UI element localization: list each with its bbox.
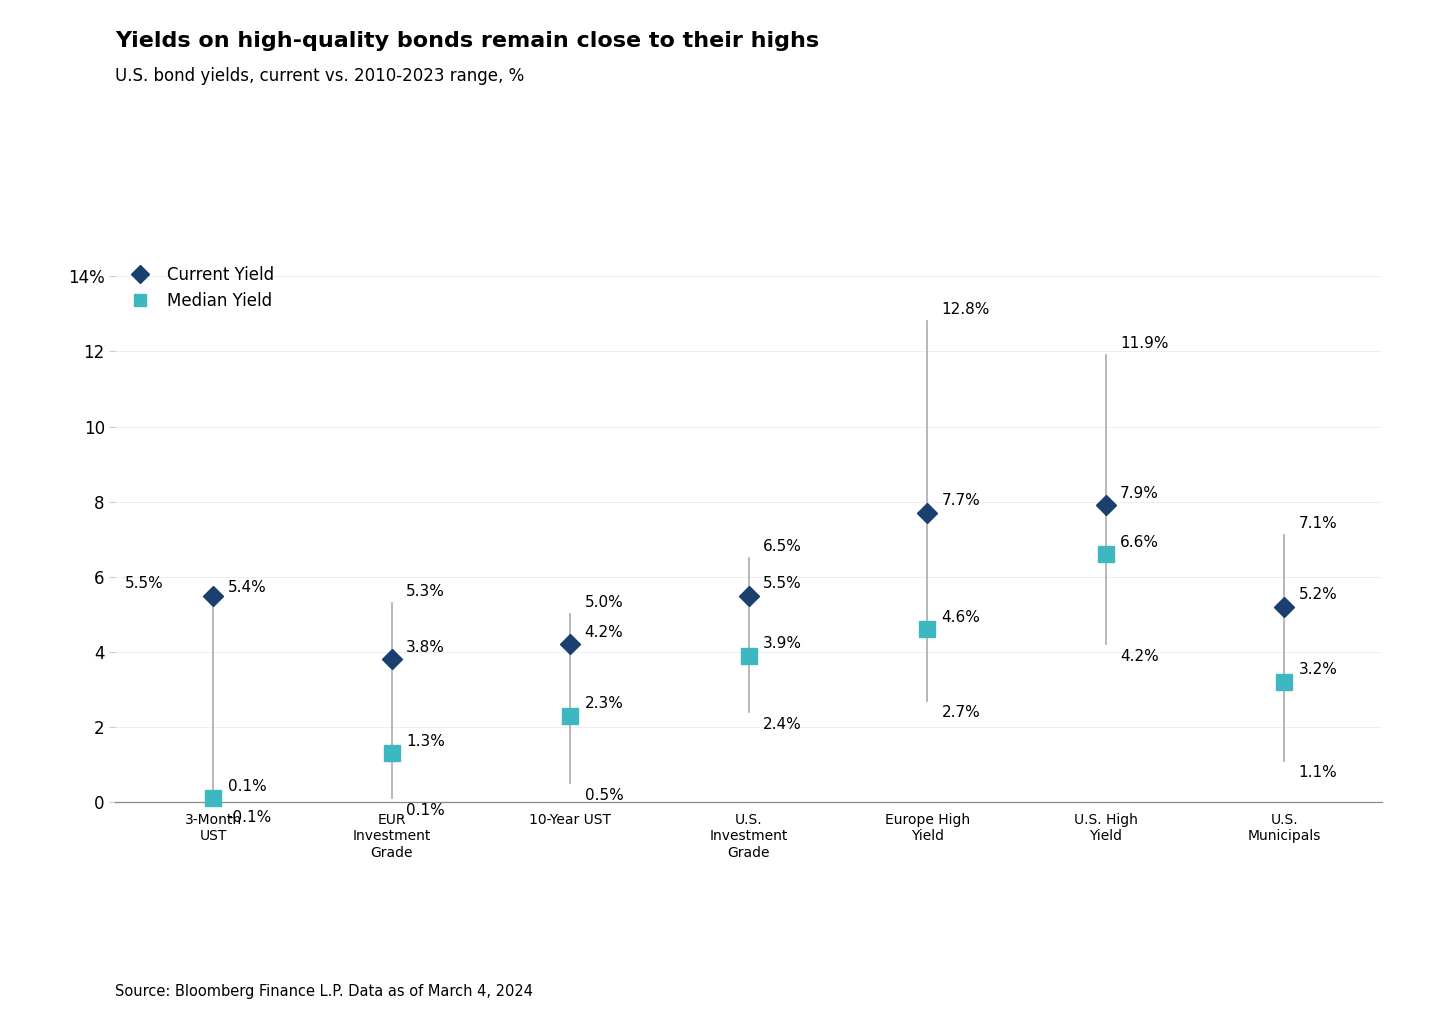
Text: 4.2%: 4.2% (585, 625, 624, 640)
Text: 2.3%: 2.3% (585, 696, 624, 712)
Text: 1.1%: 1.1% (1299, 765, 1338, 781)
Text: 0.1%: 0.1% (228, 779, 266, 794)
Legend: Current Yield, Median Yield: Current Yield, Median Yield (124, 266, 274, 310)
Text: 5.2%: 5.2% (1299, 587, 1338, 603)
Text: 5.5%: 5.5% (125, 576, 163, 591)
Text: 5.0%: 5.0% (585, 595, 624, 610)
Text: 3.9%: 3.9% (763, 637, 802, 651)
Text: 11.9%: 11.9% (1120, 336, 1168, 350)
Text: 3.2%: 3.2% (1299, 662, 1338, 678)
Text: 0.5%: 0.5% (585, 788, 624, 803)
Text: 7.9%: 7.9% (1120, 486, 1159, 501)
Text: -0.1%: -0.1% (228, 811, 272, 825)
Text: 7.1%: 7.1% (1299, 516, 1338, 531)
Text: 0.1%: 0.1% (406, 803, 445, 818)
Text: Yields on high-quality bonds remain close to their highs: Yields on high-quality bonds remain clos… (115, 31, 819, 50)
Text: 4.2%: 4.2% (1120, 649, 1159, 664)
Text: 4.6%: 4.6% (942, 610, 981, 625)
Text: Source: Bloomberg Finance L.P. Data as of March 4, 2024: Source: Bloomberg Finance L.P. Data as o… (115, 984, 533, 999)
Text: 1.3%: 1.3% (406, 733, 445, 749)
Text: 6.6%: 6.6% (1120, 535, 1159, 550)
Text: 5.5%: 5.5% (763, 576, 802, 591)
Text: 2.7%: 2.7% (942, 706, 981, 720)
Text: U.S. bond yields, current vs. 2010-2023 range, %: U.S. bond yields, current vs. 2010-2023 … (115, 67, 524, 84)
Text: 3.8%: 3.8% (406, 640, 445, 655)
Text: 5.3%: 5.3% (406, 584, 445, 598)
Text: 6.5%: 6.5% (763, 539, 802, 553)
Text: 7.7%: 7.7% (942, 493, 981, 509)
Text: 2.4%: 2.4% (763, 717, 802, 731)
Text: 5.4%: 5.4% (228, 580, 266, 595)
Text: 12.8%: 12.8% (942, 302, 989, 317)
